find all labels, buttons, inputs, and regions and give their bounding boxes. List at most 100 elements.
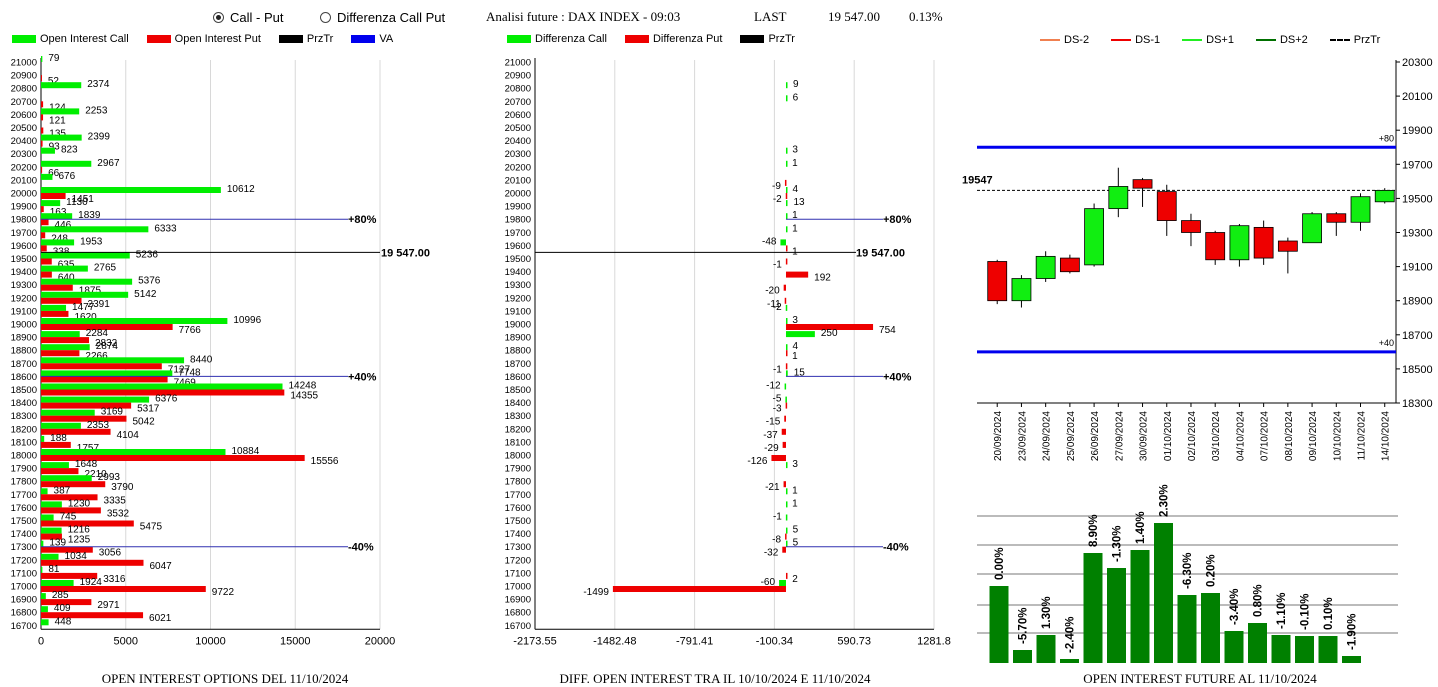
call-value-label: 2253 bbox=[85, 105, 108, 116]
strike-label: 16700 bbox=[11, 621, 37, 632]
call-bar bbox=[41, 278, 133, 285]
diff-put-bar bbox=[784, 297, 787, 304]
put-value-label: 248 bbox=[51, 233, 68, 244]
date-label: 11/10/2024 bbox=[1357, 411, 1368, 461]
put-value-label: 7469 bbox=[174, 377, 197, 388]
call-value-label: 10884 bbox=[231, 446, 259, 457]
strike-label: 20300 bbox=[11, 149, 37, 160]
put-value-label: 1451 bbox=[72, 194, 95, 205]
put-bar bbox=[41, 520, 134, 527]
diff-call-label: 1 bbox=[792, 485, 798, 496]
y-tick-label: 18500 bbox=[1402, 364, 1433, 376]
legend-label: PrzTr bbox=[306, 33, 334, 45]
diff-call-bar bbox=[785, 304, 788, 311]
legend-line bbox=[1182, 39, 1203, 41]
call-value-label: 387 bbox=[54, 485, 71, 496]
call-value-label: 188 bbox=[50, 433, 67, 444]
diff-put-bar bbox=[771, 455, 786, 461]
date-label: 26/09/2024 bbox=[1090, 411, 1101, 461]
strike-label: 18100 bbox=[505, 437, 531, 448]
put-bar bbox=[41, 363, 162, 370]
diff-put-bar bbox=[782, 546, 786, 553]
strike-label: 20800 bbox=[505, 84, 531, 95]
strike-label: 21000 bbox=[11, 58, 37, 69]
strike-label: 17100 bbox=[11, 568, 37, 579]
put-value-label: 1235 bbox=[68, 535, 91, 546]
diff-call-bar bbox=[785, 318, 788, 324]
top-bar: Call - Put Differenza Call Put Analisi f… bbox=[0, 0, 1438, 30]
diff-call-label: 1 bbox=[792, 498, 798, 509]
legend-swatch bbox=[351, 35, 376, 43]
diff-call-bar bbox=[785, 95, 788, 102]
level-label: +40 bbox=[1379, 338, 1394, 348]
diff-call-bar bbox=[785, 147, 788, 154]
legend-line bbox=[1255, 39, 1276, 41]
put-value-label: 121 bbox=[49, 115, 66, 126]
put-bar bbox=[41, 166, 43, 173]
x-tick-label: 15000 bbox=[280, 635, 311, 647]
call-value-label: 2967 bbox=[97, 158, 120, 169]
call-bar bbox=[41, 383, 283, 390]
future-bar bbox=[1177, 595, 1197, 663]
x-tick-label: -791.41 bbox=[676, 635, 713, 647]
y-tick-label: 19100 bbox=[1402, 262, 1433, 274]
diff-call-label: 9 bbox=[793, 79, 799, 90]
future-value-label: 0.20% bbox=[1206, 554, 1218, 587]
strike-label: 17700 bbox=[505, 490, 531, 501]
last-label: LAST bbox=[754, 9, 787, 24]
call-value-label: 2399 bbox=[88, 132, 111, 143]
caption-oi-options: OPEN INTEREST OPTIONS DEL 11/10/2024 bbox=[101, 671, 349, 686]
candle-up bbox=[1011, 278, 1032, 302]
put-bar bbox=[41, 75, 42, 82]
candle-up bbox=[1084, 208, 1104, 266]
strike-label: 20200 bbox=[505, 162, 531, 173]
strike-label: 20900 bbox=[505, 71, 531, 82]
put-value-label: 3790 bbox=[111, 482, 134, 493]
put-bar bbox=[41, 219, 49, 226]
call-bar bbox=[41, 318, 228, 324]
legend-swatch bbox=[278, 35, 303, 43]
diff-call-label: -5 bbox=[773, 394, 782, 405]
put-value-label: 6047 bbox=[149, 561, 172, 572]
level-label: -40% bbox=[883, 542, 909, 554]
candle-down bbox=[1132, 179, 1153, 189]
date-label: 08/10/2024 bbox=[1284, 411, 1295, 461]
put-value-label: 1757 bbox=[77, 443, 100, 454]
diff-call-label: 13 bbox=[793, 197, 805, 208]
put-bar bbox=[41, 402, 132, 409]
legend-label: DS+2 bbox=[1279, 34, 1308, 46]
date-label: 30/09/2024 bbox=[1139, 411, 1150, 461]
strike-label: 20700 bbox=[505, 97, 531, 108]
strike-label: 17000 bbox=[505, 582, 531, 593]
legend-label: PrzTr bbox=[768, 33, 795, 45]
legend-oi-options: Open Interest Call Open Interest Put Prz… bbox=[12, 33, 411, 45]
call-bar bbox=[41, 580, 74, 586]
strike-label: 19300 bbox=[505, 280, 531, 291]
last-value: 19 547.00 bbox=[828, 9, 880, 24]
call-value-label: 8440 bbox=[190, 354, 213, 365]
strike-label: 19700 bbox=[505, 228, 531, 239]
diff-call-label: 4 bbox=[792, 341, 798, 352]
strike-label: 17800 bbox=[11, 477, 37, 488]
legend-item: Differenza Put bbox=[624, 33, 722, 45]
put-value-label: 7127 bbox=[168, 364, 191, 375]
diff-put-bar bbox=[785, 258, 788, 265]
mode-radio-call-put[interactable]: Call - Put bbox=[213, 10, 283, 25]
y-tick-label: 19300 bbox=[1402, 228, 1433, 240]
y-tick-label: 18900 bbox=[1402, 296, 1433, 308]
mode-radio-diff[interactable]: Differenza Call Put bbox=[320, 10, 445, 25]
diff-put-bar bbox=[785, 324, 874, 330]
future-value-label: -5.70% bbox=[1018, 608, 1030, 644]
diff-put-label: -1499 bbox=[583, 587, 609, 598]
diff-put-bar bbox=[785, 533, 787, 540]
strike-label: 19800 bbox=[11, 215, 37, 226]
call-value-label: 5376 bbox=[138, 276, 161, 287]
level-label: +80% bbox=[883, 214, 912, 226]
legend-label: Open Interest Put bbox=[174, 33, 261, 45]
diff-put-bar bbox=[612, 586, 786, 592]
legend-label: Differenza Call bbox=[535, 33, 607, 45]
call-value-label: 1130 bbox=[66, 197, 88, 208]
put-bar bbox=[41, 206, 44, 213]
diff-call-bar bbox=[785, 213, 788, 220]
date-label: 09/10/2024 bbox=[1308, 411, 1319, 461]
